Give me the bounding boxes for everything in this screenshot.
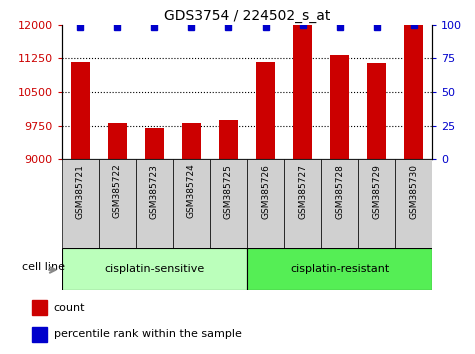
Bar: [256, 62, 275, 159]
Text: GSM385725: GSM385725: [224, 164, 233, 219]
Text: count: count: [54, 303, 85, 313]
Text: GSM385728: GSM385728: [335, 164, 344, 219]
Text: GDS3754 / 224502_s_at: GDS3754 / 224502_s_at: [164, 9, 330, 23]
Bar: [71, 62, 89, 159]
Bar: [136, 159, 173, 248]
Text: GSM385729: GSM385729: [372, 164, 381, 219]
Bar: [321, 159, 358, 248]
Text: percentile rank within the sample: percentile rank within the sample: [54, 329, 242, 339]
Bar: [32, 300, 48, 315]
Bar: [62, 159, 99, 248]
Bar: [99, 159, 136, 248]
Bar: [405, 25, 423, 159]
Bar: [62, 248, 247, 290]
Text: GSM385721: GSM385721: [76, 164, 85, 219]
Text: GSM385726: GSM385726: [261, 164, 270, 219]
Text: cisplatin-resistant: cisplatin-resistant: [290, 264, 389, 274]
Text: cisplatin-sensitive: cisplatin-sensitive: [104, 264, 205, 274]
Bar: [182, 124, 201, 159]
Bar: [284, 159, 321, 248]
Bar: [219, 120, 238, 159]
Bar: [145, 128, 163, 159]
Bar: [331, 55, 349, 159]
Bar: [247, 248, 432, 290]
Text: GSM385727: GSM385727: [298, 164, 307, 219]
Text: GSM385724: GSM385724: [187, 164, 196, 218]
Bar: [108, 122, 126, 159]
Bar: [173, 159, 210, 248]
Bar: [395, 159, 432, 248]
Bar: [32, 327, 48, 342]
Text: GSM385722: GSM385722: [113, 164, 122, 218]
Text: GSM385723: GSM385723: [150, 164, 159, 219]
Bar: [210, 159, 247, 248]
Bar: [247, 159, 284, 248]
Bar: [293, 25, 312, 159]
Text: cell line: cell line: [21, 262, 65, 272]
Text: GSM385730: GSM385730: [409, 164, 418, 219]
Bar: [368, 63, 386, 159]
Bar: [358, 159, 395, 248]
